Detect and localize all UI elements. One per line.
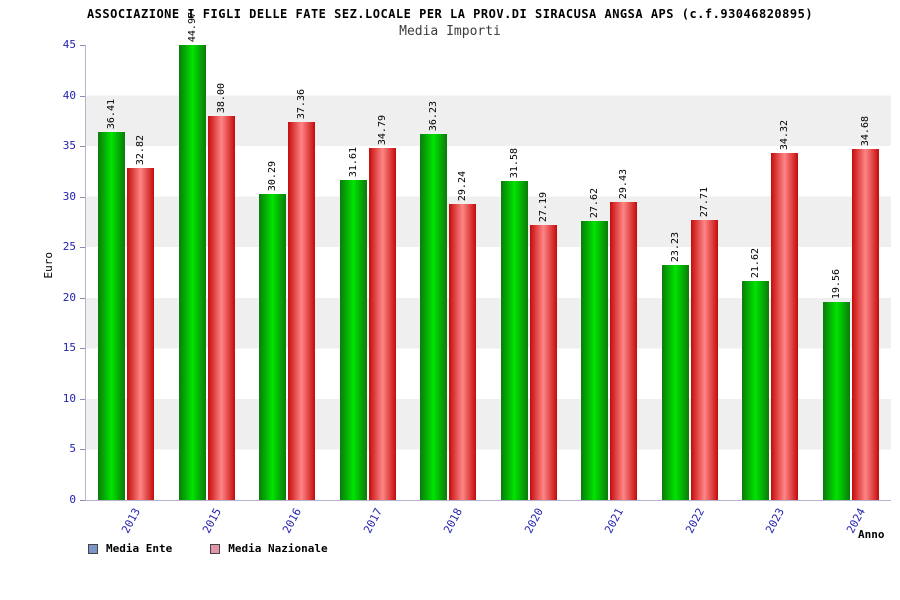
bar-value-label: 31.58: [509, 147, 520, 178]
bar-value-label: 29.24: [457, 170, 468, 201]
y-axis-title: Euro: [42, 252, 55, 279]
y-tick-mark: [80, 146, 85, 147]
bar-value-label: 21.62: [750, 247, 761, 278]
bar-media-nazionale-2020: [530, 225, 557, 500]
y-tick-mark: [80, 197, 85, 198]
y-tick-label: 20: [62, 290, 76, 304]
x-tick-label: 2015: [199, 506, 224, 536]
y-tick-mark: [80, 45, 85, 46]
bar-media-nazionale-2024: [852, 149, 879, 500]
legend-item-media-ente: Media Ente: [88, 542, 172, 555]
legend-swatch-media-ente: [88, 543, 98, 554]
y-tick-label: 0: [69, 493, 76, 506]
y-tick-mark: [80, 399, 85, 400]
y-tick-label: 30: [62, 189, 76, 203]
bar-value-label: 34.32: [779, 119, 790, 150]
x-tick-label: 2017: [360, 506, 385, 536]
plot-area: 36.41 44.97 30.29 31.61 36.23 31.58 27.62 23.23…: [85, 12, 891, 501]
bar-value-label: 34.68: [860, 115, 871, 146]
bar-media-ente-2020: [501, 181, 528, 500]
x-tick-label: 2022: [682, 506, 707, 536]
bar-media-nazionale-2023: [771, 153, 798, 500]
y-tick-label: 15: [62, 341, 76, 355]
bar-media-ente-2022: [662, 265, 689, 500]
bar-media-nazionale-2018: [449, 204, 476, 500]
bar-media-ente-2017: [340, 180, 367, 500]
legend-label-media-nazionale: Media Nazionale: [228, 542, 328, 555]
legend-label-media-ente: Media Ente: [106, 542, 173, 555]
x-tick-label: 2013: [118, 506, 143, 536]
y-tick-label: 25: [62, 240, 76, 254]
legend-item-media-nazionale: Media Nazionale: [210, 542, 328, 555]
bar-media-ente-2016: [259, 194, 286, 500]
bar-media-ente-2015: [179, 45, 206, 500]
x-axis-title: Anno: [858, 528, 885, 541]
legend: Media Ente Media Nazionale: [88, 542, 328, 555]
bar-value-label: 23.23: [670, 231, 681, 262]
bar-media-ente-2013: [98, 132, 125, 500]
y-tick-mark: [80, 96, 85, 97]
bar-media-ente-2021: [581, 221, 608, 500]
y-tick-mark: [80, 298, 85, 299]
bar-value-label: 29.43: [618, 168, 629, 199]
bar-value-label: 34.79: [377, 114, 388, 145]
bar-value-label: 36.23: [428, 100, 439, 131]
y-tick-label: 10: [62, 391, 76, 405]
bar-value-label: 30.29: [267, 160, 278, 191]
bar-media-nazionale-2021: [610, 202, 637, 500]
bar-value-label: 31.61: [348, 146, 359, 177]
bar-value-label: 19.56: [831, 268, 842, 299]
bar-value-label: 36.41: [106, 98, 117, 129]
x-tick-label: 2023: [762, 506, 787, 536]
y-tick-label: 5: [69, 442, 76, 456]
bar-media-nazionale-2017: [369, 148, 396, 500]
bar-value-label: 38.00: [216, 82, 227, 113]
x-tick-label: 2018: [440, 506, 465, 536]
y-tick-mark: [80, 247, 85, 248]
bar-media-nazionale-2015: [208, 116, 235, 500]
x-tick-label: 2016: [279, 506, 304, 536]
y-tick-mark: [80, 500, 85, 501]
bar-media-ente-2023: [742, 281, 769, 500]
y-tick-label: 40: [62, 88, 76, 102]
chart-subtitle: Media Importi: [399, 24, 501, 39]
bar-media-nazionale-2022: [691, 220, 718, 500]
y-tick-mark: [80, 348, 85, 349]
bar-value-label: 27.71: [699, 186, 710, 217]
x-tick-label: 2021: [601, 506, 626, 536]
legend-swatch-media-nazionale: [210, 543, 221, 554]
bar-value-label: 37.36: [296, 88, 307, 119]
chart-title: ASSOCIAZIONE I FIGLI DELLE FATE SEZ.LOCA…: [86, 7, 814, 21]
bar-value-label: 27.62: [589, 187, 600, 218]
bar-media-ente-2018: [420, 134, 447, 500]
bar-value-label: 32.82: [135, 134, 146, 165]
y-tick-label: 35: [62, 139, 76, 153]
y-tick-label: 45: [62, 38, 76, 51]
bar-value-label: 44.97: [187, 11, 198, 42]
bar-media-nazionale-2016: [288, 122, 315, 500]
bar-media-nazionale-2013: [127, 168, 154, 500]
bar-value-label: 27.19: [538, 191, 549, 222]
x-tick-label: 2020: [521, 506, 546, 536]
y-tick-mark: [80, 449, 85, 450]
bar-media-ente-2024: [823, 302, 850, 500]
